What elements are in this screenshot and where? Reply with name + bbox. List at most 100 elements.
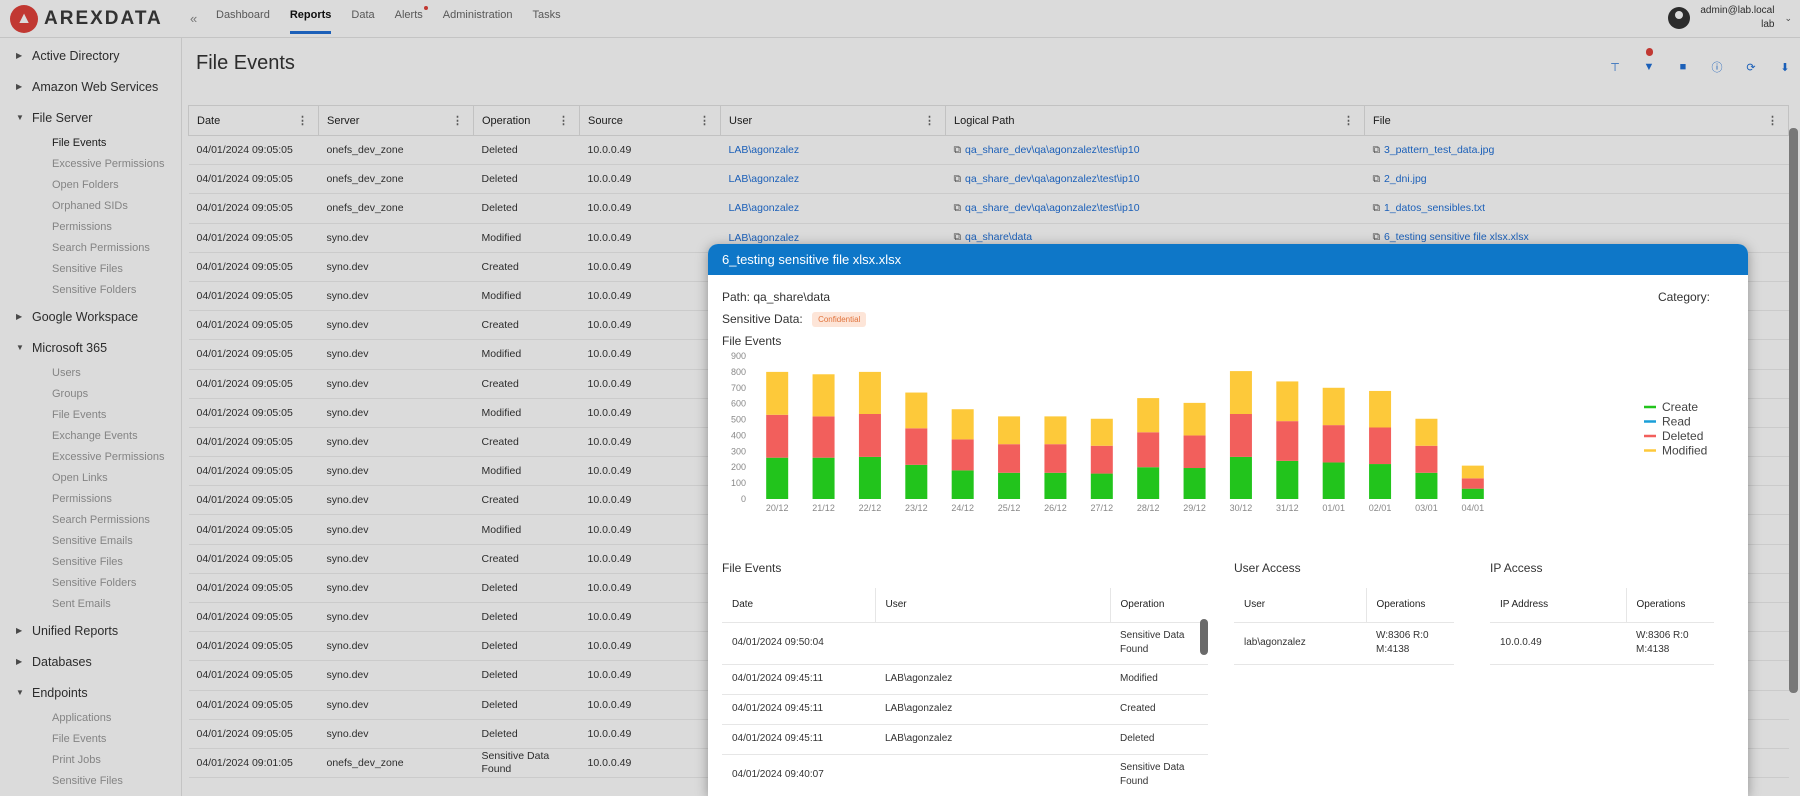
sidebar-group-file-server[interactable]: ▼ File Server <box>0 102 181 133</box>
sidebar-item-orphaned-sids[interactable]: Orphaned SIDs <box>52 200 128 212</box>
collapse-sidebar-button[interactable]: « <box>190 11 198 26</box>
export-button[interactable]: ■ <box>1672 56 1694 78</box>
sidebar-item-open-folders[interactable]: Open Folders <box>52 179 119 191</box>
sidebar-item-users[interactable]: Users <box>52 367 81 379</box>
column-header-operation[interactable]: Operation ⋮ <box>473 105 580 136</box>
nav-tab-tasks[interactable]: Tasks <box>532 8 561 21</box>
sidebar-item-sensitive-folders[interactable]: Sensitive Folders <box>52 284 137 296</box>
ip-access-column-operations[interactable]: Operations <box>1626 588 1714 623</box>
sidebar-item-sensitive-emails[interactable]: Sensitive Emails <box>52 535 133 547</box>
pin-button[interactable]: ⬇ <box>1774 56 1796 78</box>
cell-value[interactable]: qa_share_dev\qa\agonzalez\test\ip10 <box>965 201 1140 214</box>
cell-value[interactable]: LAB\agonzalez <box>728 202 800 215</box>
sidebar-group-amazon-web-services[interactable]: ▶ Amazon Web Services <box>0 71 181 102</box>
table-row[interactable]: 04/01/2024 09:05:05 onefs_dev_zone Deleted… <box>188 135 1789 166</box>
sidebar-item-exchange-events[interactable]: Exchange Events <box>52 430 138 442</box>
sidebar-item-permissions[interactable]: Permissions <box>52 221 112 233</box>
column-header-logical-path[interactable]: Logical Path ⋮ <box>945 105 1365 136</box>
sidebar-item-search-permissions[interactable]: Search Permissions <box>52 514 150 526</box>
sidebar-item-excessive-permissions[interactable]: Excessive Permissions <box>52 451 165 463</box>
modal-events-row[interactable]: 04/01/2024 09:40:07 Sensitive Data Found <box>722 754 1208 796</box>
cell-value[interactable]: LAB\agonzalez <box>728 144 800 157</box>
nav-tab-alerts[interactable]: Alerts <box>395 0 428 38</box>
nav-tab-reports[interactable]: Reports <box>289 0 331 38</box>
nav-tab-data[interactable]: Data <box>351 8 375 21</box>
modal-events-row[interactable]: 04/01/2024 09:50:04 Sensitive Data Found <box>722 622 1208 665</box>
cell-value: 10.0.0.49 <box>587 698 632 711</box>
cell-value[interactable]: LAB\agonzalez <box>728 231 800 244</box>
sidebar-item-applications[interactable]: Applications <box>52 712 112 724</box>
sidebar-item-file-events[interactable]: File Events <box>52 733 107 745</box>
sidebar-group-databases[interactable]: ▶ Databases <box>0 646 181 677</box>
table-cell: 10.0.0.49 <box>579 602 721 633</box>
modal-events-column-operation[interactable]: Operation <box>1110 588 1208 623</box>
nav-tab-administration[interactable]: Administration <box>442 8 513 21</box>
ip-access-row[interactable]: 10.0.0.49 W:8306 R:0 M:4138 <box>1490 622 1714 665</box>
sidebar-item-sensitive-files[interactable]: Sensitive Files <box>52 263 123 275</box>
info-button[interactable]: ⓘ <box>1706 56 1728 78</box>
sidebar-item-sensitive-files[interactable]: Sensitive Files <box>52 775 123 787</box>
user-access-row[interactable]: lab\agonzalez W:8306 R:0 M:4138 <box>1234 622 1454 665</box>
user-access-column-operations[interactable]: Operations <box>1366 588 1454 623</box>
column-header-file[interactable]: File ⋮ <box>1364 105 1789 136</box>
filter-button[interactable]: ▼ <box>1638 48 1660 78</box>
user-access-column-user[interactable]: User <box>1234 588 1367 623</box>
x-tick-label: 21/12 <box>812 503 835 513</box>
cell-value[interactable]: qa_share_dev\qa\agonzalez\test\ip10 <box>965 172 1140 185</box>
column-menu-icon[interactable]: ⋮ <box>1767 115 1778 127</box>
sidebar-group-unified-reports[interactable]: ▶ Unified Reports <box>0 615 181 646</box>
nav-tab-dashboard[interactable]: Dashboard <box>216 8 270 21</box>
filter-clear-button[interactable]: ⊤ <box>1604 56 1626 78</box>
sidebar-item-open-links[interactable]: Open Links <box>52 472 108 484</box>
cell-value: 10.0.0.49 <box>587 377 632 390</box>
column-menu-icon[interactable]: ⋮ <box>699 115 710 127</box>
user-menu[interactable]: admin@lab.local lab ⌄ <box>1668 4 1792 32</box>
table-row[interactable]: 04/01/2024 09:05:05 onefs_dev_zone Deleted… <box>188 164 1789 195</box>
column-header-date[interactable]: Date ⋮ <box>188 105 319 136</box>
sidebar-item-permissions[interactable]: Permissions <box>52 493 112 505</box>
sidebar-item-excessive-permissions[interactable]: Excessive Permissions <box>52 158 165 170</box>
sidebar-group-active-directory[interactable]: ▶ Active Directory <box>0 40 181 71</box>
column-header-source[interactable]: Source ⋮ <box>579 105 721 136</box>
filter-icon: ▼ <box>1643 61 1655 73</box>
cell-value[interactable]: 3_pattern_test_data.jpg <box>1384 143 1495 156</box>
modal-events-column-user[interactable]: User <box>875 588 1111 623</box>
cell-value: syno.dev <box>326 611 369 624</box>
column-menu-icon[interactable]: ⋮ <box>297 115 308 127</box>
table-scrollbar[interactable] <box>1789 128 1798 693</box>
sidebar-item-file-events[interactable]: File Events <box>52 409 107 421</box>
sidebar-item-groups[interactable]: Groups <box>52 388 89 400</box>
table-cell: Modified <box>473 223 580 253</box>
modal-events-row[interactable]: 04/01/2024 09:45:11 LAB\agonzalez Created <box>722 694 1208 725</box>
modal-events-row[interactable]: 04/01/2024 09:45:11 LAB\agonzalez Modified <box>722 664 1208 695</box>
table-row[interactable]: 04/01/2024 09:05:05 onefs_dev_zone Deleted… <box>188 193 1789 224</box>
logo[interactable]: ▲ AREXDATA <box>0 4 190 33</box>
column-header-user[interactable]: User ⋮ <box>720 105 946 136</box>
events-scrollbar[interactable] <box>1200 619 1208 655</box>
modal-events-cell: Modified <box>1110 664 1208 695</box>
sidebar-item-sensitive-folders[interactable]: Sensitive Folders <box>52 577 137 589</box>
column-menu-icon[interactable]: ⋮ <box>1343 115 1354 127</box>
sidebar-item-sent-emails[interactable]: Sent Emails <box>52 598 111 610</box>
column-header-server[interactable]: Server ⋮ <box>318 105 474 136</box>
column-menu-icon[interactable]: ⋮ <box>452 115 463 127</box>
sidebar-item-search-permissions[interactable]: Search Permissions <box>52 242 150 254</box>
sidebar-item-print-jobs[interactable]: Print Jobs <box>52 754 101 766</box>
sidebar-item-sensitive-files[interactable]: Sensitive Files <box>52 556 123 568</box>
refresh-button[interactable]: ⟳ <box>1740 56 1762 78</box>
cell-value[interactable]: LAB\agonzalez <box>728 173 800 186</box>
column-menu-icon[interactable]: ⋮ <box>924 115 935 127</box>
sidebar-group-microsoft-365[interactable]: ▼ Microsoft 365 <box>0 332 181 363</box>
cell-value[interactable]: qa_share\data <box>965 231 1033 244</box>
cell-value[interactable]: 6_testing sensitive file xlsx.xlsx <box>1384 231 1529 244</box>
modal-events-row[interactable]: 04/01/2024 09:45:11 LAB\agonzalez Deleted <box>722 724 1208 755</box>
cell-value[interactable]: 2_dni.jpg <box>1384 172 1427 185</box>
sidebar-group-endpoints[interactable]: ▼ Endpoints <box>0 677 181 708</box>
cell-value[interactable]: 1_datos_sensibles.txt <box>1384 201 1485 214</box>
cell-value[interactable]: qa_share_dev\qa\agonzalez\test\ip10 <box>965 143 1140 156</box>
modal-events-column-date[interactable]: Date <box>722 588 876 623</box>
column-menu-icon[interactable]: ⋮ <box>558 115 569 127</box>
sidebar-item-file-events[interactable]: File Events <box>52 137 107 149</box>
ip-access-column-ip-address[interactable]: IP Address <box>1490 588 1627 623</box>
sidebar-group-google-workspace[interactable]: ▶ Google Workspace <box>0 301 181 332</box>
